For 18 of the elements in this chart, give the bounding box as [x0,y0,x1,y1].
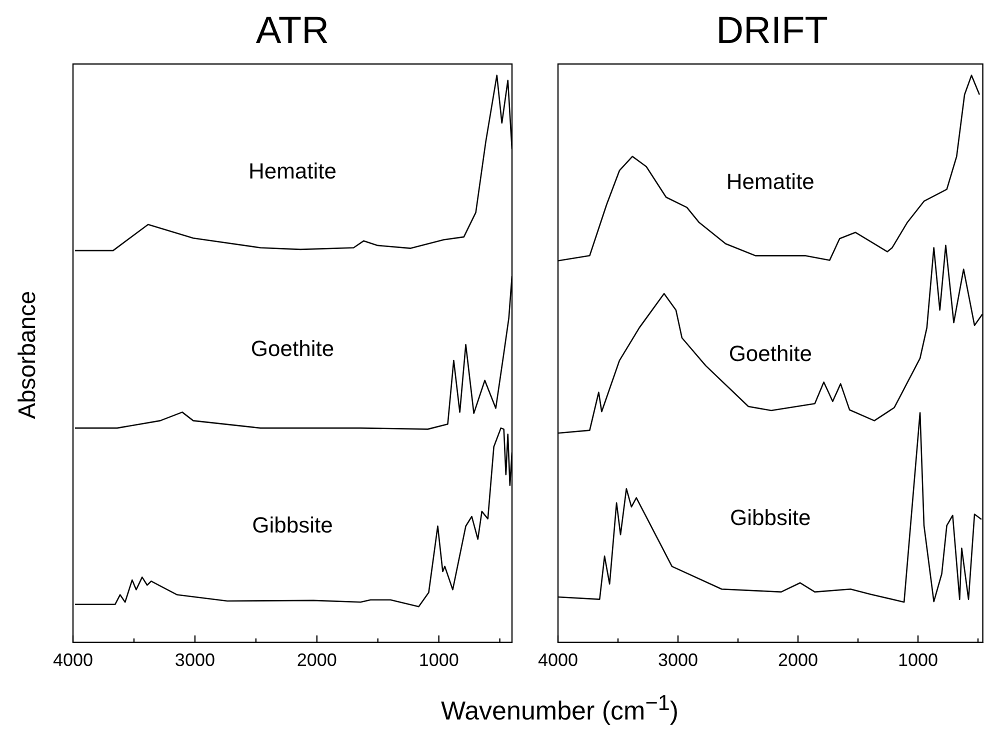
x-tick-label: 4000 [52,650,94,670]
y-axis-title: Absorbance [14,290,42,420]
text: Gibbsite [730,505,811,530]
chart-title: DRIFT [715,10,829,53]
x-axis-title: Wavenumber (cm$^{−1}$) [441,690,679,727]
x-tick-label: 3000 [174,650,215,670]
text: Goethite [250,336,334,362]
text: Hematite [248,158,337,184]
x-tick-label: 2000 [778,650,818,670]
text: Gibbsite [252,512,333,538]
x-tick-label: 1000 [898,650,938,670]
x-tick-label: 2000 [296,650,337,670]
series-label: Goethite [728,341,812,366]
x-tick-label: 1000 [418,650,459,670]
series-label: Hematite [726,168,814,194]
x-tick-label: 4000 [538,650,578,670]
x-tick-label: 3000 [658,650,698,670]
chart-title: ATR [254,10,330,53]
